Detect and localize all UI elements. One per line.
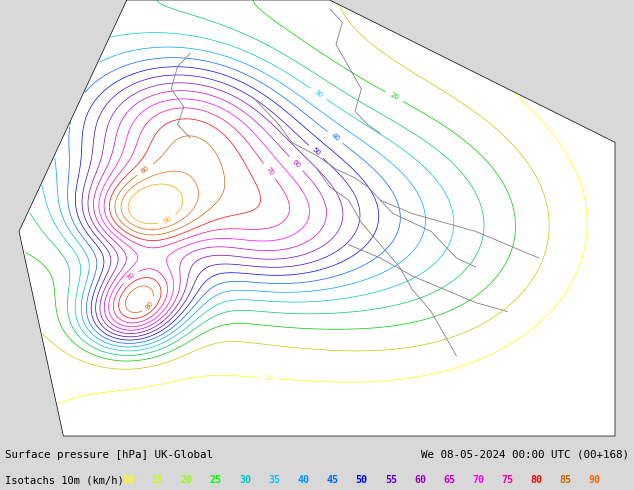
Text: 80: 80 (139, 165, 150, 174)
Text: 90: 90 (162, 215, 173, 224)
Text: 60: 60 (414, 475, 426, 485)
Text: 50: 50 (311, 147, 321, 157)
Text: 70: 70 (472, 475, 484, 485)
Text: 80: 80 (145, 300, 155, 311)
Text: 10: 10 (122, 475, 134, 485)
Text: Isotachs 10m (km/h): Isotachs 10m (km/h) (5, 475, 124, 485)
Text: Surface pressure [hPa] UK-Global: Surface pressure [hPa] UK-Global (5, 450, 213, 460)
Text: 20: 20 (181, 475, 193, 485)
Text: 65: 65 (443, 475, 455, 485)
Text: 75: 75 (501, 475, 514, 485)
Text: 60: 60 (291, 158, 301, 169)
Text: 55: 55 (385, 475, 397, 485)
PathPatch shape (19, 0, 615, 436)
Text: 45: 45 (327, 475, 339, 485)
Text: 35: 35 (268, 475, 280, 485)
Text: 50: 50 (356, 475, 368, 485)
Text: We 08-05-2024 00:00 UTC (00+168): We 08-05-2024 00:00 UTC (00+168) (421, 450, 629, 460)
Text: 90: 90 (589, 475, 601, 485)
Text: 30: 30 (239, 475, 251, 485)
Text: 25: 25 (210, 475, 222, 485)
Text: 40: 40 (330, 132, 340, 143)
Text: 70: 70 (264, 166, 275, 176)
Text: 40: 40 (297, 475, 309, 485)
Text: 10: 10 (264, 375, 274, 382)
Text: 85: 85 (560, 475, 572, 485)
Text: 80: 80 (531, 475, 543, 485)
Text: 15: 15 (152, 475, 164, 485)
Text: 70: 70 (125, 271, 136, 282)
Text: 20: 20 (389, 92, 399, 101)
Text: 30: 30 (313, 89, 324, 99)
